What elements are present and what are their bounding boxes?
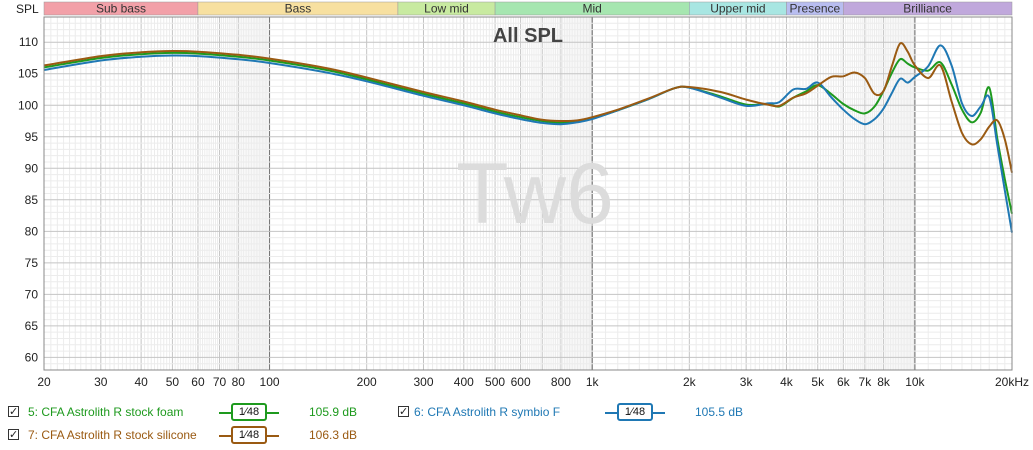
y-tick-label: 100: [18, 98, 38, 112]
legend-value-foam: 105.9 dB: [309, 405, 358, 419]
y-tick-label: 85: [25, 193, 39, 207]
y-axis-title: SPL: [16, 2, 39, 16]
x-tick-label: 40: [134, 375, 148, 389]
band-label: Brilliance: [903, 2, 952, 16]
y-tick-label: 60: [25, 350, 39, 364]
legend-entry-foam: ✓ 5: CFA Astrolith R stock foam 1⁄48 105…: [8, 402, 388, 424]
smoothing-line-symbio: [605, 412, 617, 414]
band-label: Mid: [583, 2, 602, 16]
frequency-bands: Sub bass Bass Low mid Mid Upper mid Presence B…: [43, 1, 1013, 16]
band-label: Bass: [285, 2, 312, 16]
x-tick-label: 800: [551, 375, 571, 389]
y-tick-label: 90: [25, 161, 39, 175]
y-tick-label: 70: [25, 287, 39, 301]
band-label: Sub bass: [96, 2, 146, 16]
y-tick-label: 95: [25, 130, 39, 144]
legend-label-foam: 5: CFA Astrolith R stock foam: [28, 405, 184, 419]
legend-entry-symbio: ✓ 6: CFA Astrolith R symbio F 1⁄48 105.5…: [398, 402, 778, 424]
checkbox-foam[interactable]: ✓: [8, 405, 19, 418]
legend-value-symbio: 105.5 dB: [695, 405, 744, 419]
band-brilliance: [843, 1, 1013, 16]
smoothing-line-silicone: [267, 435, 279, 437]
x-tick-label: 500: [485, 375, 505, 389]
y-tick-label: 105: [18, 67, 38, 81]
x-tick-label: 70: [213, 375, 227, 389]
x-tick-label: 6k: [837, 375, 851, 389]
x-tick-label: 2k: [683, 375, 697, 389]
band-label: Upper mid: [710, 2, 765, 16]
x-tick-label: 8k: [877, 375, 891, 389]
smoothing-line-foam: [267, 412, 279, 414]
spl-chart: Sub bass Bass Low mid Mid Upper mid Presence B…: [16, 1, 1029, 390]
x-tick-label: 7k: [859, 375, 873, 389]
checkbox-silicone[interactable]: ✓: [8, 428, 19, 441]
watermark: Tw6: [456, 146, 614, 242]
x-tick-label: 600: [511, 375, 531, 389]
x-tick-label: 4k: [780, 375, 794, 389]
x-tick-label: 300: [413, 375, 433, 389]
smoothing-line-symbio: [653, 412, 665, 414]
x-tick-label: 5k: [811, 375, 825, 389]
x-tick-label: 80: [232, 375, 246, 389]
y-tick-label: 75: [25, 256, 39, 270]
legend-label-silicone: 7: CFA Astrolith R stock silicone: [28, 428, 197, 442]
x-tick-label: 3k: [740, 375, 754, 389]
y-tick-label: 65: [25, 319, 39, 333]
legend-label-symbio: 6: CFA Astrolith R symbio F: [414, 405, 561, 419]
x-tick-label: 30: [94, 375, 108, 389]
chart-title: All SPL: [493, 25, 563, 47]
band-label: Low mid: [424, 2, 469, 16]
x-tick-label: 20kHz: [995, 375, 1029, 389]
series-lines: [43, 42, 1013, 233]
x-tick-label: 400: [454, 375, 474, 389]
plot-border: [43, 16, 1013, 371]
x-tick-label: 200: [357, 375, 377, 389]
checkbox-symbio[interactable]: ✓: [398, 405, 409, 418]
series-line-symbio: [43, 44, 1013, 233]
legend-row-2: ✓ 7: CFA Astrolith R stock silicone 1⁄48…: [0, 425, 1033, 447]
series-line-silicone: [43, 42, 1013, 173]
x-tick-labels: 20 30 40 50 60 70 80 100 200 300 400 500 600 800 1k 2k 3…: [37, 375, 1029, 389]
legend-value-silicone: 106.3 dB: [309, 428, 358, 442]
smoothing-button-foam[interactable]: 1⁄48: [231, 403, 267, 421]
band-label: Presence: [790, 2, 841, 16]
y-tick-labels: 60 65 70 75 80 85 90 95 100 105 110: [18, 35, 38, 364]
smoothing-line-foam: [219, 412, 231, 414]
x-tick-label: 50: [166, 375, 180, 389]
grid: [43, 17, 1013, 370]
smoothing-line-silicone: [219, 435, 231, 437]
x-tick-label: 100: [260, 375, 280, 389]
smoothing-button-silicone[interactable]: 1⁄48: [231, 426, 267, 444]
y-tick-label: 80: [25, 224, 39, 238]
x-tick-label: 20: [37, 375, 51, 389]
legend-row-1: ✓ 5: CFA Astrolith R stock foam 1⁄48 105…: [0, 402, 1033, 424]
y-tick-label: 110: [19, 35, 38, 49]
legend-entry-silicone: ✓ 7: CFA Astrolith R stock silicone 1⁄48…: [8, 425, 388, 447]
x-tick-label: 1k: [586, 375, 600, 389]
x-tick-label: 60: [191, 375, 205, 389]
smoothing-button-symbio[interactable]: 1⁄48: [617, 403, 653, 421]
x-tick-label: 10k: [905, 375, 925, 389]
